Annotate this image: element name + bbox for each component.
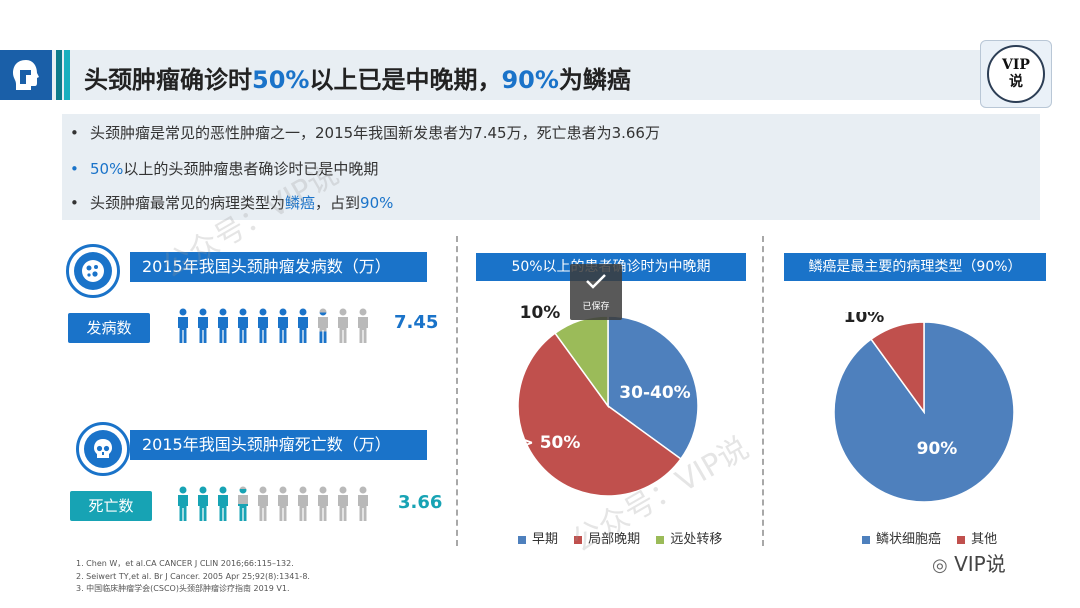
badge-line2: 说 [1009,74,1023,90]
legend-swatch-icon [518,535,526,544]
pie-slice-0 [607,315,699,460]
legend-item-other: 其他 [957,532,997,547]
person-icon [258,308,268,343]
vip-badge: VIP 说 [980,40,1052,108]
vip-badge-circle: VIP 说 [987,45,1045,103]
person-icon [338,308,348,343]
person-figure [296,486,308,521]
references: 1. Chen W，et al.CA CANCER J CLIN 2016;66… [76,558,310,596]
pie-chart-pathology: 90% 10% [833,312,1015,503]
incidence-heading: 2015年我国头颈肿瘤发病数（万） [130,252,427,282]
pie-label-0: 30-40% [619,383,690,403]
pie-slice-1 [517,332,682,497]
pie-label-1: 10% [844,312,885,327]
title-bar [0,50,980,100]
person-icon [218,308,228,343]
person-icon [258,486,268,521]
title-stripe [64,50,70,100]
person-icon [178,486,188,521]
reference-item: 1. Chen W，et al.CA CANCER J CLIN 2016;66… [76,559,294,568]
bullet-item: • 头颈肿瘤最常见的病理类型为鳞癌，占到90% [70,194,394,212]
pie-label-1: > 50% [520,433,581,453]
legend-item-scc: 鳞状细胞癌 [862,532,941,547]
person-figure [356,308,368,343]
pie-chart-stage: 30-40% > 50% 10% [517,303,699,497]
legend-swatch-icon [656,535,665,544]
bullet-item: • 头颈肿瘤是常见的恶性肿瘤之一，2015年我国新发患者为7.45万，死亡患者为3… [70,124,660,142]
cancer-cell-icon [66,244,120,298]
legend-item-distant: 远处转移 [656,532,722,547]
skull-icon [76,422,130,476]
person-icon [198,486,208,521]
person-figure [196,308,208,343]
person-figure [256,486,268,521]
person-icon [198,308,208,343]
person-figure [276,308,288,343]
saved-toast: 已保存 [570,264,622,320]
divider [456,236,458,546]
divider [762,236,764,546]
badge-line1: VIP [1002,57,1030,73]
person-figure [356,486,368,521]
chart2-legend: 鳞状细胞癌 其他 [862,528,1009,547]
mortality-heading: 2015年我国头颈肿瘤死亡数（万） [130,430,427,460]
person-icon [278,308,288,343]
person-icon [238,486,248,521]
chart1-legend: 早期 局部晚期 远处转移 [518,528,734,547]
legend-swatch-icon [862,535,870,544]
legend-swatch-icon [574,535,583,544]
person-figure [176,308,188,343]
person-figure [256,308,268,343]
person-figure [216,308,228,343]
person-icon [318,308,328,343]
reference-item: 3. 中国临床肿瘤学会(CSCO)头颈部肿瘤诊疗指南 2019 V1. [76,584,290,593]
brand: ◎ VIP说 [932,552,1006,576]
person-figure [316,308,328,343]
reference-item: 2. Seiwert TY,et al. Br J Cancer. 2005 A… [76,571,310,581]
mortality-value: 3.66 [398,492,443,513]
person-figure [236,308,248,343]
person-icon [318,486,328,521]
saved-text: 已保存 [582,302,610,312]
pie-label-0: 90% [917,439,958,459]
person-icon [358,486,368,521]
title-stripe [56,50,62,100]
person-figure [176,486,188,521]
chart2-title: 鳞癌是最主要的病理类型（90%） [784,253,1046,281]
bullet-list: • 头颈肿瘤是常见的恶性肿瘤之一，2015年我国新发患者为7.45万，死亡患者为3… [62,114,1040,220]
person-figure [336,486,348,521]
person-icon [278,486,288,521]
person-figure [196,486,208,521]
person-figure [296,308,308,343]
person-icon [298,486,308,521]
person-figure [316,486,328,521]
person-figure [236,486,248,521]
head-profile-icon [0,50,52,100]
incidence-tag: 发病数 [68,313,150,343]
person-figure [216,486,228,521]
person-icon [238,308,248,343]
incidence-value: 7.45 [394,312,439,333]
person-icon [358,308,368,343]
mortality-pictogram [176,486,376,524]
person-icon [218,486,228,521]
legend-item-early: 早期 [518,532,558,547]
bullet-item: • 50%以上的头颈肿瘤患者确诊时已是中晚期 [70,160,379,178]
checkmark-icon [586,274,606,289]
person-figure [336,308,348,343]
incidence-pictogram [176,308,376,346]
pie-label-2: 10% [520,303,561,323]
wechat-icon: ◎ [932,555,948,576]
person-icon [178,308,188,343]
person-figure [276,486,288,521]
legend-swatch-icon [957,535,966,544]
page-title: 头颈肿瘤确诊时50%以上已是中晚期，90%为鳞癌 [84,66,631,94]
mortality-tag: 死亡数 [70,491,152,521]
pie-slice-1 [870,321,925,415]
legend-item-local: 局部晚期 [574,532,640,547]
person-icon [338,486,348,521]
person-icon [298,308,308,343]
